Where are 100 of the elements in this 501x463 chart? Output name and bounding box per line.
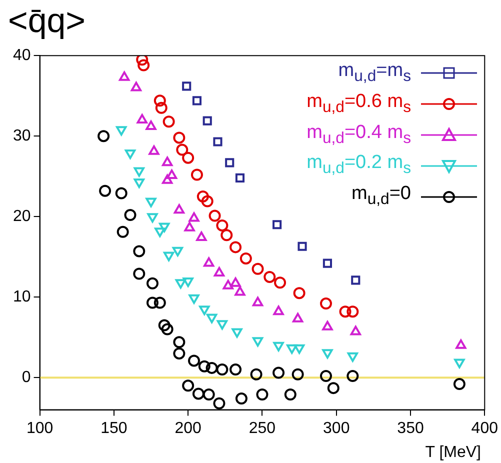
point — [294, 344, 305, 354]
x-tick-label: 300 — [323, 420, 350, 437]
point — [162, 174, 173, 184]
point — [192, 388, 204, 400]
point — [216, 320, 228, 330]
x-tick-label: 150 — [100, 420, 128, 437]
point — [198, 360, 210, 372]
point — [124, 208, 136, 221]
point — [182, 82, 192, 91]
point — [240, 252, 252, 264]
point — [199, 306, 210, 316]
point — [162, 116, 175, 128]
point — [99, 184, 112, 197]
point — [172, 246, 184, 256]
point — [146, 120, 156, 130]
point — [158, 319, 170, 332]
legend-label: m$_{u,d}$=0.4 m$_{s}$ — [306, 120, 411, 148]
legend-label: m$_{u,d}$=0.2 m$_{s}$ — [306, 151, 411, 180]
point — [322, 258, 332, 268]
point — [206, 362, 218, 374]
point — [346, 370, 359, 382]
point — [173, 336, 186, 348]
point — [454, 358, 465, 368]
point — [252, 262, 264, 275]
point — [136, 56, 148, 66]
point — [346, 306, 359, 318]
x-tick-label: 400 — [471, 420, 498, 437]
point — [453, 378, 466, 390]
point — [115, 187, 128, 200]
point — [252, 337, 264, 347]
point — [214, 266, 225, 276]
point — [146, 296, 158, 309]
point — [351, 276, 360, 285]
point — [159, 222, 170, 232]
point — [133, 268, 146, 280]
y-tick-label: 0 — [22, 369, 31, 386]
point — [190, 168, 203, 181]
y-tick-label: 20 — [13, 208, 31, 226]
point — [182, 278, 194, 287]
point — [174, 204, 185, 214]
point — [235, 392, 248, 405]
point — [230, 277, 241, 287]
point — [252, 296, 264, 306]
legend-label: m$_{u,d}$=m$_{s}$ — [338, 59, 411, 87]
point — [161, 323, 174, 336]
point — [320, 370, 332, 382]
point — [134, 178, 144, 188]
point — [147, 213, 158, 223]
point — [293, 287, 306, 300]
point — [216, 364, 228, 376]
point — [208, 210, 221, 222]
point — [166, 170, 178, 180]
point — [234, 286, 246, 296]
point — [154, 228, 166, 238]
point — [130, 82, 142, 92]
x-tick-label: 100 — [26, 420, 54, 437]
point — [230, 241, 242, 254]
point — [216, 219, 228, 232]
point — [235, 173, 245, 182]
point — [182, 380, 194, 392]
point — [204, 257, 214, 267]
point — [292, 368, 304, 380]
point — [98, 130, 110, 142]
point — [173, 347, 186, 360]
point — [273, 306, 284, 316]
point — [339, 306, 352, 318]
point — [146, 277, 158, 290]
point — [320, 298, 332, 310]
point — [222, 280, 234, 290]
point — [176, 144, 188, 156]
point — [133, 245, 146, 258]
point — [272, 366, 285, 379]
point — [201, 195, 214, 208]
point — [274, 276, 286, 289]
point — [206, 314, 218, 324]
legend-label: m$_{u,d}$=0 — [351, 182, 411, 210]
point — [202, 388, 215, 401]
point — [154, 94, 166, 107]
point — [136, 114, 148, 124]
point — [225, 158, 234, 168]
point — [118, 71, 130, 81]
point — [298, 242, 307, 251]
point — [322, 349, 333, 359]
point — [350, 326, 361, 336]
x-tick-label: 350 — [397, 420, 424, 437]
y-tick-label: 30 — [13, 128, 31, 145]
point — [163, 252, 174, 262]
point — [292, 312, 304, 322]
point — [146, 198, 156, 208]
legend-label: m$_{u,d}$=0.6 m$_{s}$ — [306, 90, 411, 118]
point — [175, 279, 186, 289]
point — [184, 222, 195, 232]
y-axis-title: <q̄q> — [8, 1, 86, 42]
x-axis-title: T [MeV] — [425, 444, 481, 462]
point — [250, 368, 262, 380]
point — [138, 59, 150, 72]
point — [264, 270, 276, 283]
point — [202, 116, 212, 126]
point — [196, 232, 207, 242]
point — [347, 352, 358, 362]
